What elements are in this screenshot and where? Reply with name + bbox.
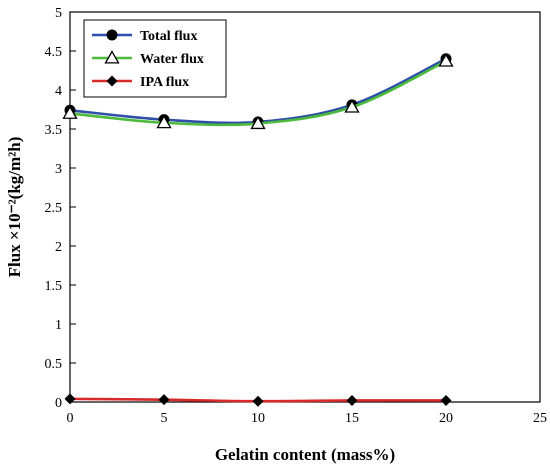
data-point bbox=[344, 99, 360, 113]
legend-marker bbox=[104, 50, 120, 64]
y-tick-label: 3 bbox=[55, 162, 62, 177]
data-point bbox=[252, 395, 264, 407]
series-ipa-flux bbox=[64, 393, 452, 407]
y-tick-label: 2.5 bbox=[45, 201, 63, 216]
legend-item: IPA flux bbox=[92, 75, 189, 90]
y-tick-label: 0.5 bbox=[45, 357, 63, 372]
legend-label: IPA flux bbox=[140, 75, 189, 90]
data-point bbox=[346, 394, 358, 406]
x-tick-label: 25 bbox=[533, 411, 547, 426]
series-layer bbox=[62, 53, 454, 407]
y-axis-title: Flux ×10⁻²(kg/m²h) bbox=[5, 137, 24, 278]
x-tick-label: 10 bbox=[251, 411, 265, 426]
x-tick-label: 0 bbox=[67, 411, 74, 426]
y-tick-label: 1.5 bbox=[45, 279, 63, 294]
y-axis-ticks: 0 0.5 1 1.5 2 2.5 3 3.5 4 4.5 5 bbox=[45, 6, 76, 411]
x-axis-title: Gelatin content (mass%) bbox=[215, 445, 395, 464]
legend-item: Water flux bbox=[92, 50, 204, 67]
data-point bbox=[440, 394, 452, 406]
legend-marker bbox=[106, 75, 118, 87]
x-tick-label: 15 bbox=[345, 411, 359, 426]
y-tick-label: 4.5 bbox=[45, 45, 63, 60]
data-point bbox=[62, 105, 78, 119]
y-tick-label: 3.5 bbox=[45, 123, 63, 138]
legend-label: Water flux bbox=[140, 52, 204, 67]
y-tick-label: 0 bbox=[55, 396, 62, 411]
legend-marker bbox=[106, 29, 118, 41]
y-tick-label: 4 bbox=[55, 84, 62, 99]
y-tick-label: 5 bbox=[55, 6, 62, 21]
data-point bbox=[250, 115, 266, 130]
legend: Total flux Water flux IPA flux bbox=[83, 19, 227, 98]
y-tick-label: 1 bbox=[55, 318, 62, 333]
y-tick-label: 2 bbox=[55, 240, 62, 255]
x-tick-label: 20 bbox=[439, 411, 453, 426]
x-tick-label: 5 bbox=[161, 411, 168, 426]
legend-items: Total flux Water flux IPA flux bbox=[92, 29, 204, 90]
legend-label: Total flux bbox=[140, 29, 197, 44]
data-point bbox=[438, 53, 454, 67]
data-point bbox=[64, 393, 76, 405]
series-water-flux bbox=[62, 53, 454, 130]
data-point bbox=[158, 394, 170, 406]
legend-item: Total flux bbox=[92, 29, 197, 44]
data-point bbox=[156, 114, 172, 129]
